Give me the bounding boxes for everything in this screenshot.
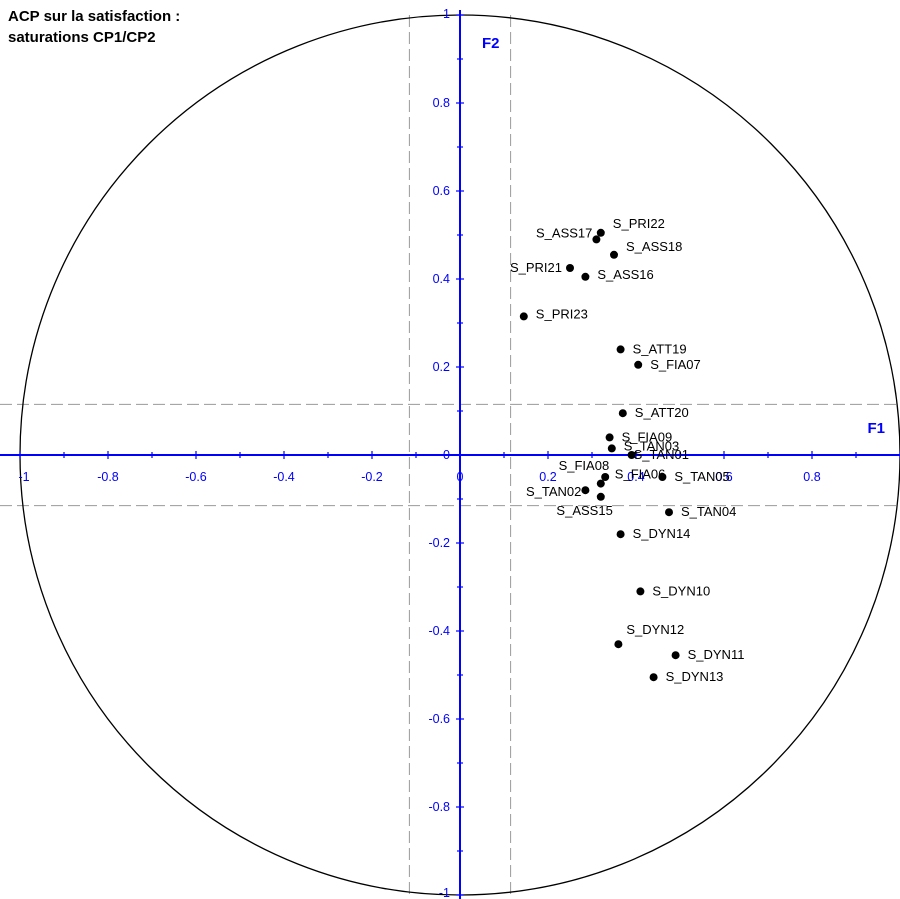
point-label-s-dyn14: S_DYN14 — [633, 526, 691, 541]
x-tick-label: 0.4 — [627, 470, 644, 484]
y-tick-label: 0.4 — [433, 272, 450, 286]
y-tick-label: -0.6 — [428, 712, 450, 726]
y-tick-label: -1 — [439, 886, 450, 899]
point-s-pri22 — [596, 228, 605, 237]
point-label-s-dyn12: S_DYN12 — [626, 622, 684, 637]
point-s-dyn12 — [614, 640, 623, 649]
y-tick-label: 0.8 — [433, 96, 450, 110]
point-label-s-fia08: S_FIA08 — [559, 458, 610, 473]
point-label-s-dyn13: S_DYN13 — [666, 669, 724, 684]
y-tick-label: -0.8 — [428, 800, 450, 814]
point-s-tan02 — [581, 486, 590, 495]
point-s-tan03 — [607, 444, 616, 453]
point-label-s-fia07: S_FIA07 — [650, 357, 701, 372]
point-s-dyn14 — [616, 530, 625, 539]
y-tick-label: -0.2 — [428, 536, 450, 550]
point-s-att20 — [618, 409, 627, 418]
point-s-tan04 — [665, 508, 673, 517]
reference-lines — [0, 15, 900, 895]
point-label-s-tan05: S_TAN05 — [674, 469, 729, 484]
x-axis-label: F1 — [867, 420, 885, 437]
point-s-fia08 — [601, 473, 610, 481]
y-axis-label: F2 — [482, 35, 500, 52]
x-tick-label: -0.4 — [273, 470, 295, 484]
point-s-dyn11 — [671, 651, 680, 660]
axes: -1 -0.8 -0.6 -0.4 -0.2 0 0.2 0.4 0.6 0.8 -1 -0.8 -0.… — [0, 7, 900, 899]
x-tick-label: 0 — [457, 470, 464, 484]
point-label-s-pri21: S_PRI21 — [510, 260, 562, 275]
point-label-s-att19: S_ATT19 — [633, 341, 687, 356]
points: S_PRI22 S_ASS17 S_ASS18 S_PRI21 S_ASS16 S_PRI… — [510, 216, 744, 684]
x-tick-label: -0.8 — [97, 470, 119, 484]
y-tick-label: -0.4 — [428, 624, 450, 638]
point-label-s-tan02: S_TAN02 — [526, 484, 581, 499]
y-tick-label: 0 — [443, 448, 450, 462]
point-label-s-ass16: S_ASS16 — [597, 267, 653, 282]
point-s-ass17 — [592, 235, 601, 244]
point-label-s-pri22: S_PRI22 — [613, 216, 665, 231]
point-s-att19 — [616, 345, 625, 354]
point-label-s-pri23: S_PRI23 — [536, 306, 588, 321]
chart-title-line-1: ACP sur la satisfaction : — [8, 8, 181, 25]
point-label-s-dyn10: S_DYN10 — [652, 583, 710, 598]
y-tick-label: 0.6 — [433, 184, 450, 198]
y-tick-label: 1 — [443, 7, 450, 21]
point-s-fia07 — [634, 360, 643, 369]
point-s-tan01 — [627, 451, 636, 459]
point-label-s-tan04: S_TAN04 — [681, 504, 736, 519]
point-s-fia09 — [605, 433, 614, 442]
point-label-s-fia06: S_FIA06 — [615, 467, 666, 482]
point-s-ass15 — [596, 492, 605, 501]
x-tick-label: -0.2 — [361, 470, 383, 484]
point-label-s-ass15: S_ASS15 — [556, 503, 612, 518]
point-label-s-tan03: S_TAN03 — [624, 438, 679, 453]
point-label-s-fia09: S_FIA09 — [622, 429, 673, 444]
point-label-s-tan01: S_TAN01 — [634, 447, 689, 462]
point-s-dyn10 — [636, 587, 645, 596]
point-s-tan05 — [658, 473, 667, 481]
point-label-s-ass18: S_ASS18 — [626, 239, 682, 254]
chart-title: ACP sur la satisfaction : saturations CP… — [8, 6, 180, 48]
point-s-dyn13 — [649, 673, 658, 682]
chart-title-line-2: saturations CP1/CP2 — [8, 29, 156, 46]
y-tick-label: 0.2 — [433, 360, 450, 374]
x-tick-label: 0.2 — [539, 470, 556, 484]
point-label-s-ass17: S_ASS17 — [536, 225, 592, 240]
x-tick-label: -1 — [18, 470, 29, 484]
x-tick-label: 0.6 — [715, 470, 732, 484]
point-s-ass18 — [610, 250, 618, 259]
point-s-pri23 — [519, 312, 528, 321]
point-s-ass16 — [581, 272, 590, 281]
point-label-s-att20: S_ATT20 — [635, 405, 689, 420]
point-s-pri21 — [566, 264, 574, 272]
point-label-s-dyn11: S_DYN11 — [688, 647, 745, 662]
x-tick-label: 0.8 — [803, 470, 820, 484]
x-tick-label: -0.6 — [185, 470, 207, 484]
point-s-fia06 — [596, 479, 605, 488]
